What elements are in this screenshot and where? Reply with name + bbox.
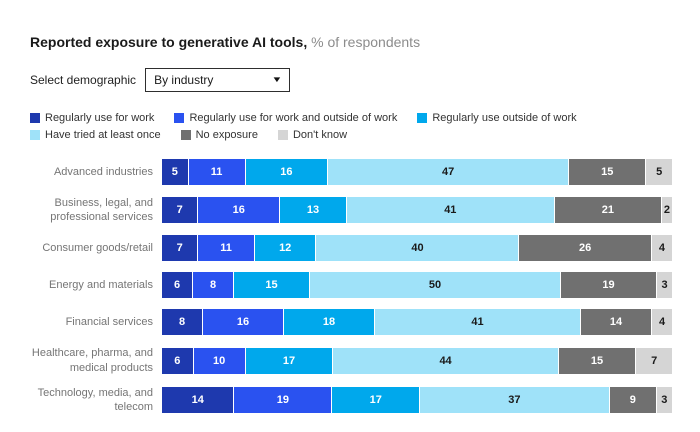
bar-segment[interactable]: 14 bbox=[162, 387, 234, 414]
legend-item: Have tried at least once bbox=[30, 129, 161, 141]
chart-title-unit: % of respondents bbox=[307, 34, 421, 50]
chart-title-main: Reported exposure to generative AI tools… bbox=[30, 34, 308, 50]
bar-row: Technology, media, and telecom 14 19 17 37 9 3 bbox=[30, 386, 672, 415]
bar-segment[interactable]: 7 bbox=[162, 235, 198, 262]
bar-row-label: Technology, media, and telecom bbox=[37, 386, 153, 414]
bar-segment[interactable]: 41 bbox=[375, 309, 580, 336]
bar-segment[interactable]: 6 bbox=[162, 272, 192, 299]
bar-segment[interactable]: 8 bbox=[162, 309, 202, 336]
legend-swatch-icon bbox=[180, 129, 191, 140]
exhibit: Reported exposure to generative AI tools… bbox=[30, 34, 672, 415]
legend-swatch-icon bbox=[30, 112, 40, 123]
bar-segment[interactable]: 44 bbox=[333, 347, 558, 374]
bar-segment[interactable]: 5 bbox=[646, 158, 672, 185]
legend-label: Don't know bbox=[292, 128, 348, 141]
bar-row-label: Financial services bbox=[65, 316, 153, 329]
bar-segment[interactable]: 50 bbox=[310, 272, 560, 299]
bar-track: 6 8 15 50 19 3 bbox=[162, 272, 672, 299]
bar-segment[interactable]: 18 bbox=[284, 309, 374, 336]
bar-segment[interactable]: 26 bbox=[519, 235, 651, 262]
bar-track: 7 16 13 41 21 2 bbox=[162, 197, 672, 224]
bar-track: 6 10 17 44 15 7 bbox=[162, 347, 672, 374]
bar-segment[interactable]: 4 bbox=[652, 309, 672, 336]
legend: Regularly use for work Regularly use for … bbox=[30, 112, 650, 141]
bar-segment[interactable]: 17 bbox=[245, 347, 333, 374]
bar-segment[interactable]: 47 bbox=[328, 158, 568, 185]
bar-row-label: Business, legal, and professional servic… bbox=[50, 196, 153, 224]
bar-segment[interactable]: 16 bbox=[203, 309, 283, 336]
chart-title: Reported exposure to generative AI tools… bbox=[30, 34, 672, 51]
bar-segment[interactable]: 19 bbox=[561, 272, 656, 299]
legend-label: Have tried at least once bbox=[45, 128, 161, 141]
stacked-bar-chart: Advanced industries 5 11 16 47 15 5 Business, l… bbox=[30, 158, 672, 415]
bar-segment[interactable]: 2 bbox=[661, 197, 672, 224]
bar-segment[interactable]: 4 bbox=[651, 235, 672, 262]
legend-swatch-icon bbox=[277, 129, 288, 140]
bar-segment[interactable]: 5 bbox=[162, 158, 188, 185]
bar-row: Consumer goods/retail 7 11 12 40 26 4 bbox=[30, 235, 672, 262]
bar-segment[interactable]: 12 bbox=[254, 235, 316, 262]
bar-segment[interactable]: 11 bbox=[188, 158, 245, 185]
bar-segment[interactable]: 15 bbox=[558, 347, 636, 374]
bar-segment[interactable]: 7 bbox=[162, 197, 198, 224]
legend-item: Don't know bbox=[277, 128, 348, 141]
demographic-select-label: Select demographic bbox=[30, 72, 137, 87]
legend-item: Regularly use for work and outside of wo… bbox=[174, 112, 397, 124]
bar-track: 5 11 16 47 15 5 bbox=[162, 158, 672, 185]
legend-item: Regularly use outside of work bbox=[417, 111, 577, 124]
bar-row: Energy and materials 6 8 15 50 19 3 bbox=[30, 272, 672, 299]
bar-row: Financial services 8 16 18 41 14 4 bbox=[30, 309, 672, 336]
bar-segment[interactable]: 6 bbox=[162, 347, 193, 374]
bar-segment[interactable]: 17 bbox=[332, 387, 420, 414]
bar-segment[interactable]: 10 bbox=[193, 347, 245, 374]
bar-segment[interactable]: 11 bbox=[198, 235, 254, 262]
bar-segment[interactable]: 40 bbox=[316, 235, 519, 262]
bar-row: Advanced industries 5 11 16 47 15 5 bbox=[30, 158, 672, 185]
bar-row-label: Healthcare, pharma, and medical products bbox=[31, 347, 153, 374]
bar-segment[interactable]: 41 bbox=[346, 197, 554, 224]
legend-item: Regularly use for work bbox=[30, 112, 154, 124]
bar-row: Healthcare, pharma, and medical products… bbox=[30, 346, 672, 375]
bar-segment[interactable]: 3 bbox=[657, 272, 672, 299]
bar-segment[interactable]: 15 bbox=[568, 158, 646, 185]
demographic-dropdown[interactable]: By industry ▼ bbox=[145, 67, 291, 92]
bar-segment[interactable]: 13 bbox=[280, 197, 346, 224]
bar-segment[interactable]: 3 bbox=[656, 387, 672, 414]
caret-down-icon: ▼ bbox=[271, 75, 283, 85]
bar-segment[interactable]: 19 bbox=[234, 387, 332, 414]
bar-segment[interactable]: 21 bbox=[554, 197, 661, 224]
bar-track: 7 11 12 40 26 4 bbox=[162, 235, 672, 262]
legend-item: No exposure bbox=[180, 128, 258, 141]
legend-label: Regularly use outside of work bbox=[432, 111, 577, 124]
demographic-dropdown-value: By industry bbox=[154, 72, 214, 87]
bar-segment[interactable]: 9 bbox=[609, 387, 656, 414]
bar-segment[interactable]: 14 bbox=[581, 309, 651, 336]
bar-row: Business, legal, and professional servic… bbox=[30, 196, 672, 225]
bar-segment[interactable]: 37 bbox=[420, 387, 609, 414]
bar-row-label: Energy and materials bbox=[49, 279, 153, 292]
bar-segment[interactable]: 16 bbox=[198, 197, 280, 224]
bar-segment[interactable]: 8 bbox=[193, 272, 233, 299]
legend-label: Regularly use for work and outside of wo… bbox=[189, 111, 398, 124]
legend-swatch-icon bbox=[174, 112, 185, 123]
bar-row-label: Consumer goods/retail bbox=[42, 242, 153, 255]
legend-label: Regularly use for work bbox=[45, 111, 155, 124]
legend-label: No exposure bbox=[195, 128, 258, 141]
bar-track: 8 16 18 41 14 4 bbox=[162, 309, 672, 336]
bar-row-label: Advanced industries bbox=[53, 165, 153, 178]
bar-segment[interactable]: 15 bbox=[234, 272, 309, 299]
legend-swatch-icon bbox=[30, 129, 40, 140]
bar-track: 14 19 17 37 9 3 bbox=[162, 387, 672, 414]
bar-segment[interactable]: 7 bbox=[636, 347, 672, 374]
legend-swatch-icon bbox=[417, 112, 428, 123]
demographic-controls: Select demographic By industry ▼ bbox=[30, 67, 672, 92]
bar-segment[interactable]: 16 bbox=[245, 158, 328, 185]
